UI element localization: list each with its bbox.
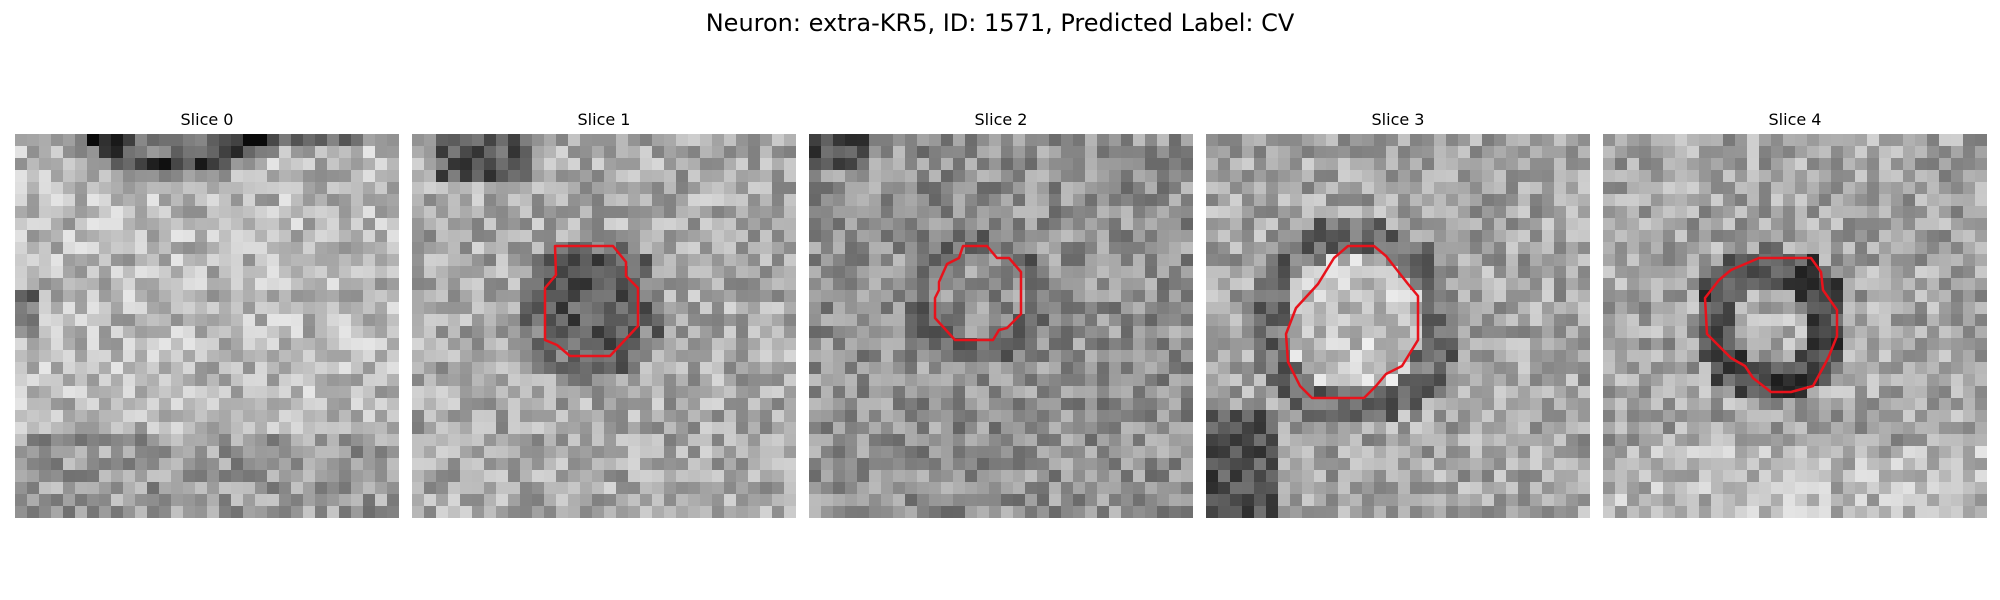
vesicle-contour-4 [1703,256,1839,394]
slice-panel-4: Slice 4 [1603,108,1987,528]
vesicle-contour-1 [543,244,640,358]
slice-image-2 [809,134,1193,518]
slice-panel-0: Slice 0 [15,108,399,528]
slice-title-2: Slice 2 [974,110,1028,129]
slice-panel-1: Slice 1 [412,108,796,528]
vesicle-contour-3 [1284,244,1420,400]
slice-image-1 [412,134,796,518]
slice-title-3: Slice 3 [1371,110,1425,129]
slice-image-3 [1206,134,1590,518]
figure-title: Neuron: extra-KR5, ID: 1571, Predicted L… [705,9,1295,37]
slice-image-0 [15,134,399,518]
slice-title-0: Slice 0 [180,110,234,129]
slice-title-4: Slice 4 [1768,110,1822,129]
slice-panel-2: Slice 2 [809,108,1193,528]
vesicle-contour-2 [933,244,1023,342]
slice-image-4 [1603,134,1987,518]
slice-title-1: Slice 1 [577,110,631,129]
slice-panel-3: Slice 3 [1206,108,1590,528]
